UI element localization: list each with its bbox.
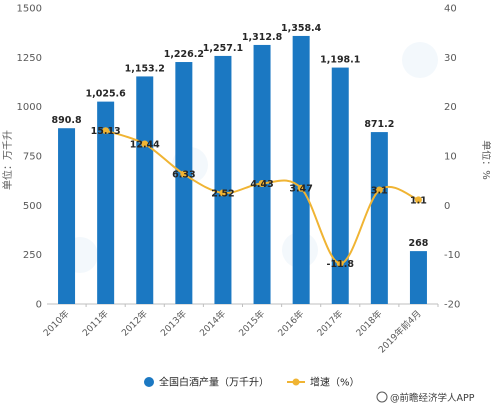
growth-line [105,129,419,265]
bar-data-label: 1,312.8 [242,32,283,43]
source-icon [376,391,388,403]
line-data-label: 6.33 [172,170,195,181]
bar [97,101,115,305]
bar-data-label: 1,226.2 [164,49,204,60]
y-tick-label-left: 0 [36,300,42,311]
legend-marker-line-dot [292,378,300,386]
x-tick-label: 2018年 [353,308,384,339]
y-tick-label-right: -20 [444,300,460,311]
legend-label-bar: 全国白酒产量（万千升） [159,376,269,389]
x-tick-label: 2015年 [236,308,267,339]
y-tick-label-right: -10 [444,250,460,261]
x-tick-label: 2012年 [119,308,150,339]
bar-data-label: 871.2 [364,119,394,130]
y-tick-label-right: 0 [444,201,450,212]
line-data-label: 4.43 [250,179,273,190]
bar-data-label: 890.8 [52,115,82,126]
line-data-label: 2.52 [211,188,234,199]
bar [370,132,388,304]
bar [175,62,193,305]
line-point [258,179,266,187]
legend: 全国白酒产量（万千升） 增速（%） [144,376,360,389]
bar [409,251,427,304]
y-tick-label-left: 1500 [17,4,42,15]
y-tick-label-right: 10 [444,152,457,163]
axes: 0 250 500 750 1000 1250 1500 -20 -10 0 10 20 30 40 201… [17,4,461,356]
bar-series [58,35,427,305]
x-tick-label: 2013年 [158,308,189,339]
source-text: @前瞻经济学人APP [390,392,475,404]
line-data-label: 12.44 [130,139,160,150]
x-tick-label: 2016年 [275,308,306,339]
line-point [102,127,110,135]
x-tick-label: 2011年 [80,308,111,339]
line-point [375,186,383,194]
bar [214,55,232,304]
legend-marker-bar [144,377,154,387]
bar [253,44,271,305]
x-tick-label: 2014年 [197,308,228,339]
data-labels: 890.8 1,025.6 1,153.2 1,226.21,257.11,312.8… [52,23,429,270]
bar [331,67,349,304]
line-data-label: 1.1 [410,195,427,206]
y-tick-label-left: 1000 [17,102,42,113]
line-data-label: 15.13 [91,126,121,137]
line-point [180,170,188,178]
bar-data-label: 268 [409,238,429,249]
line-point [297,184,305,192]
x-tick-label: 2017年 [314,308,345,339]
line-point [336,260,344,268]
source-note: @前瞻经济学人APP [376,391,475,404]
legend-label-line: 增速（%） [310,376,360,389]
bar [58,128,76,304]
line-point [414,196,422,204]
y-axis-title-right: 单位：% [480,140,491,180]
y-tick-label-right: 30 [444,53,457,64]
y-tick-label-right: 20 [444,102,457,113]
x-tick-label: 2010年 [41,308,72,339]
line-series [102,127,422,268]
bar-data-label: 1,198.1 [320,55,360,66]
line-data-label: -11.8 [327,259,355,270]
line-data-label: 3.47 [289,184,312,195]
y-axis-title-left: 单位：万千升 [1,130,14,190]
y-tick-label-left: 500 [23,201,42,212]
bar-data-label: 1,153.2 [125,63,165,74]
bar-data-label: 1,358.4 [281,23,322,34]
y-tick-label-left: 750 [23,152,42,163]
y-tick-label-right: 40 [444,4,457,15]
bar-data-label: 1,025.6 [86,89,127,100]
line-point [141,140,149,148]
bar [292,35,310,305]
line-point [219,189,227,197]
y-tick-label-left: 250 [23,250,42,261]
y-tick-label-left: 1250 [17,53,42,64]
bar-data-label: 1,257.1 [203,43,243,54]
line-data-label: 3.1 [371,186,388,197]
bar [136,76,154,304]
